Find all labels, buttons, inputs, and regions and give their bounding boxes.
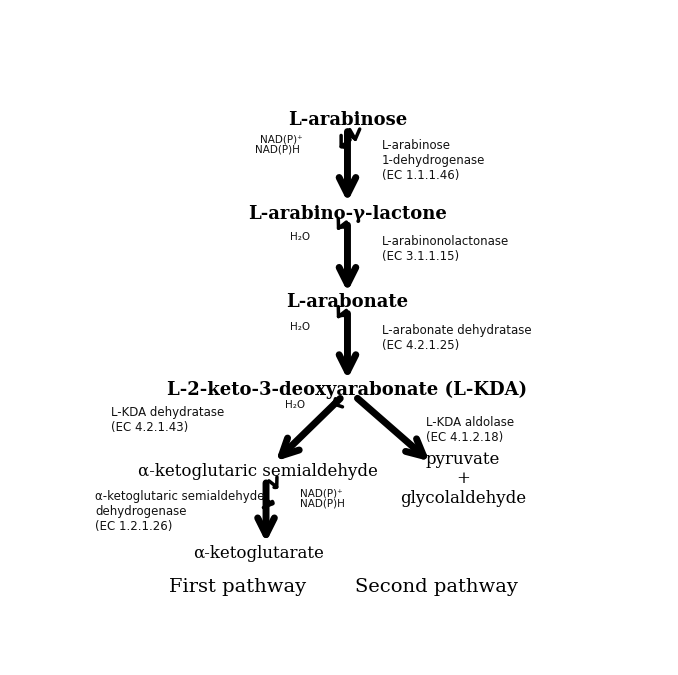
Text: L-2-keto-3-deoxyarabonate (L-KDA): L-2-keto-3-deoxyarabonate (L-KDA)	[167, 381, 527, 400]
Text: pyruvate
+
glycolaldehyde: pyruvate + glycolaldehyde	[400, 450, 526, 507]
Text: L-arabinonolactonase
(EC 3.1.1.15): L-arabinonolactonase (EC 3.1.1.15)	[382, 235, 509, 263]
Text: L-arabino-γ-lactone: L-arabino-γ-lactone	[248, 205, 447, 223]
Text: NAD(P)⁺: NAD(P)⁺	[300, 488, 343, 498]
Text: H₂O: H₂O	[290, 232, 310, 242]
Text: L-KDA dehydratase
(EC 4.2.1.43): L-KDA dehydratase (EC 4.2.1.43)	[111, 406, 224, 434]
Text: α-ketoglutaric semialdehyde: α-ketoglutaric semialdehyde	[138, 463, 378, 481]
Text: NAD(P)H: NAD(P)H	[300, 498, 345, 508]
Text: H₂O: H₂O	[290, 322, 310, 332]
Text: L-arabonate dehydratase
(EC 4.2.1.25): L-arabonate dehydratase (EC 4.2.1.25)	[382, 324, 532, 352]
Text: NAD(P)H: NAD(P)H	[256, 144, 300, 155]
Text: L-KDA aldolase
(EC 4.1.2.18): L-KDA aldolase (EC 4.1.2.18)	[426, 416, 515, 444]
Text: α-ketoglutaric semialdehyde
dehydrogenase
(EC 1.2.1.26): α-ketoglutaric semialdehyde dehydrogenas…	[95, 490, 264, 533]
Text: α-ketoglutarate: α-ketoglutarate	[193, 545, 323, 562]
Text: Second pathway: Second pathway	[355, 578, 518, 595]
Text: L-arabinose: L-arabinose	[288, 111, 407, 129]
Text: L-arabonate: L-arabonate	[286, 293, 409, 311]
Text: NAD(P)⁺: NAD(P)⁺	[260, 134, 303, 144]
Text: H₂O: H₂O	[285, 400, 305, 410]
Text: L-arabinose
1-dehydrogenase
(EC 1.1.1.46): L-arabinose 1-dehydrogenase (EC 1.1.1.46…	[382, 138, 485, 182]
Text: First pathway: First pathway	[169, 578, 306, 595]
